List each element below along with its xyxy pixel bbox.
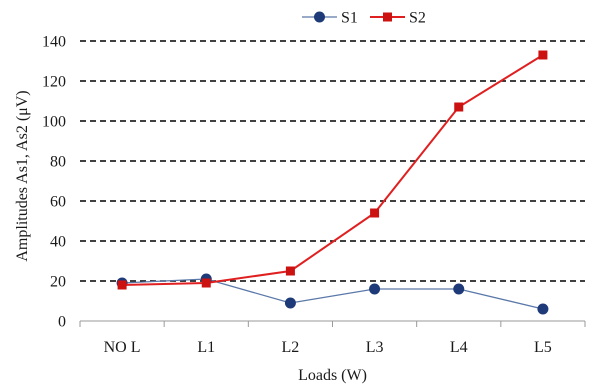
y-tick-label: 140 xyxy=(42,34,66,51)
y-axis-title: Amplitudes As1, As2 (μV) xyxy=(14,90,31,261)
x-axis-title: Loads (W) xyxy=(298,367,367,384)
data-point-s1 xyxy=(284,297,296,309)
x-tick-label: L2 xyxy=(282,339,300,356)
legend-marker xyxy=(383,12,392,22)
data-point-s2 xyxy=(201,278,211,288)
data-point-s1 xyxy=(453,283,465,295)
y-tick-label: 0 xyxy=(58,314,66,331)
series-s2 xyxy=(117,50,548,290)
data-point-s2 xyxy=(454,102,464,112)
legend-item-s1: S1 xyxy=(302,10,358,27)
legend-item-s2: S2 xyxy=(370,10,426,27)
data-point-s2 xyxy=(285,266,295,276)
x-tick-label: L3 xyxy=(366,339,384,356)
y-tick-label: 80 xyxy=(50,154,66,171)
series-layer xyxy=(116,50,549,315)
series-line-s1 xyxy=(122,278,544,310)
axes: 0 20 40 60 80 100 120 140 NO L L1 L2 L3 L4 L5 xyxy=(42,34,586,356)
legend: S1 S2 xyxy=(302,10,426,27)
x-tick-label: L5 xyxy=(534,339,552,356)
series-s1 xyxy=(116,273,549,315)
y-tick-label: 20 xyxy=(50,274,66,291)
legend-marker xyxy=(314,11,325,23)
legend-label: S2 xyxy=(409,10,426,27)
y-tick-label: 100 xyxy=(42,114,66,131)
data-point-s1 xyxy=(537,303,549,315)
data-point-s2 xyxy=(117,280,127,290)
y-tick-label: 120 xyxy=(42,74,66,91)
y-tick-label: 60 xyxy=(50,194,66,211)
legend-label: S1 xyxy=(341,10,358,27)
y-tick-label: 40 xyxy=(50,234,66,251)
x-tick-label: NO L xyxy=(104,339,141,356)
x-tick-label: L1 xyxy=(197,339,215,356)
series-line-s2 xyxy=(122,54,544,286)
data-point-s2 xyxy=(538,50,548,60)
grid xyxy=(80,40,585,282)
data-point-s2 xyxy=(370,208,380,218)
x-tick-label: L4 xyxy=(450,339,468,356)
data-point-s1 xyxy=(369,283,381,295)
